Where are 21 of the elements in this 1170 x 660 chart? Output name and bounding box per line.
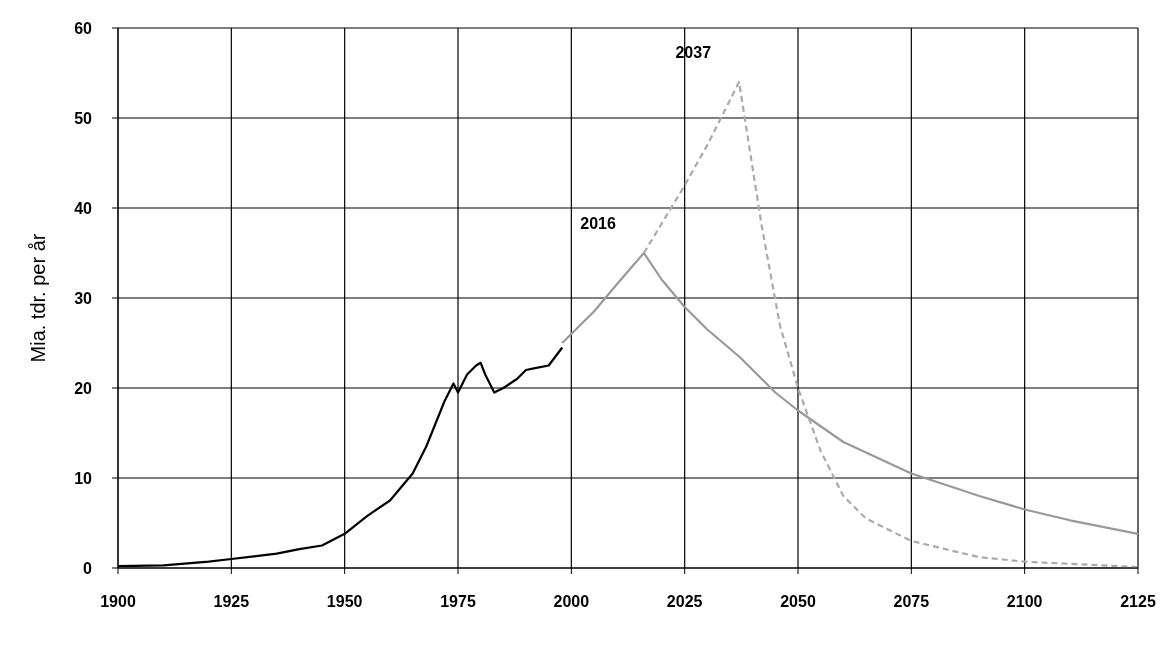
x-tick-label: 1950 xyxy=(326,593,363,611)
x-tick-label: 2100 xyxy=(1006,593,1043,611)
y-tick-label: 0 xyxy=(83,559,93,577)
x-tick-label: 1925 xyxy=(213,593,250,611)
y-tick-label: 30 xyxy=(74,289,93,307)
y-tick-label: 60 xyxy=(74,19,93,37)
x-tick-label: 2000 xyxy=(553,593,590,611)
annotation: 2016 xyxy=(580,214,616,232)
y-tick-label: 10 xyxy=(74,469,93,487)
x-tick-label: 1900 xyxy=(100,593,136,611)
line-series xyxy=(642,80,1138,568)
x-tick-label: 2050 xyxy=(780,593,816,611)
x-tick-label: 2025 xyxy=(666,593,703,611)
y-axis-title: Mia. tdr. per år xyxy=(27,233,50,363)
x-tick-label: 2075 xyxy=(893,593,930,611)
x-tick-label: 1975 xyxy=(440,593,476,611)
x-tick-label: 2125 xyxy=(1120,593,1156,611)
y-tick-label: 40 xyxy=(74,199,93,217)
y-tick-label: 20 xyxy=(74,379,93,397)
y-tick-label: 50 xyxy=(74,109,93,127)
line-series xyxy=(561,251,1138,535)
